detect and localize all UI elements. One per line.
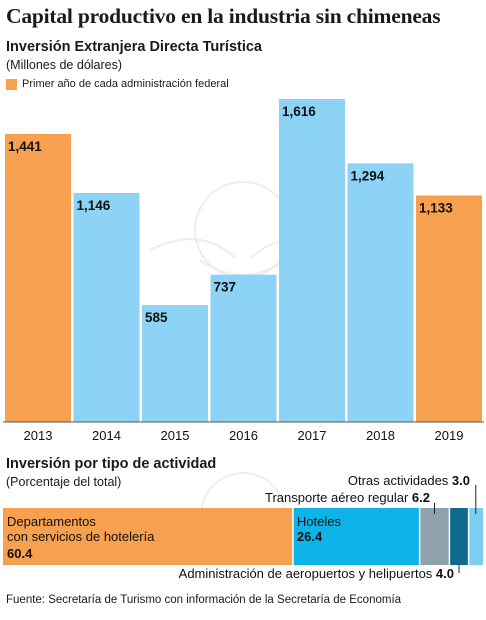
page-title: Capital productivo en la industria sin c…: [6, 4, 441, 28]
stack-segment-0: [3, 508, 293, 565]
x-tick-label: 2018: [366, 428, 395, 443]
callout-label: Otras actividades 3.0: [348, 473, 470, 488]
legend-label: Primer año de cada administración federa…: [22, 78, 229, 90]
bar-value-label: 1,146: [77, 198, 111, 213]
bar-2019: [416, 195, 482, 422]
x-tick-label: 2015: [161, 428, 190, 443]
bar-chart-title: Inversión Extranjera Directa Turística: [6, 39, 263, 55]
stack-segment-4: [468, 508, 483, 565]
segment-value: 60.4: [7, 546, 33, 561]
bar-value-label: 737: [214, 280, 237, 295]
legend-swatch: [6, 78, 17, 90]
stack-segment-1: [292, 508, 420, 565]
stack-segment-3: [449, 508, 469, 565]
stack-segment-2: [419, 508, 450, 565]
bar-2016: [210, 274, 277, 422]
bar-2015: [142, 305, 208, 422]
segment-label: Hoteles: [297, 514, 342, 529]
bar-value-label: 1,441: [8, 139, 42, 154]
bar-2013: [5, 133, 71, 423]
bar-value-label: 585: [145, 310, 168, 325]
bar-2018: [347, 163, 414, 422]
callout-label: Administración de aeropuertos y helipuer…: [179, 566, 454, 581]
x-tick-label: 2019: [435, 428, 464, 443]
stacked-chart-unit: (Porcentaje del total): [6, 475, 122, 489]
segment-value: 26.4: [297, 529, 323, 544]
segment-label: Departamentos: [7, 514, 96, 529]
bar-value-label: 1,616: [282, 104, 316, 119]
segment-label: con servicios de hotelería: [7, 529, 155, 544]
x-tick-label: 2014: [92, 428, 121, 443]
bar-chart-legend: Primer año de cada administración federa…: [6, 78, 229, 90]
bar-value-label: 1,294: [351, 168, 385, 183]
bar-chart-unit: (Millones de dólares): [6, 58, 123, 72]
stacked-chart-title: Inversión por tipo de actividad: [6, 456, 217, 472]
x-tick-label: 2016: [229, 428, 258, 443]
source-note: Fuente: Secretaría de Turismo con inform…: [6, 594, 402, 606]
bar-value-label: 1,133: [419, 201, 453, 216]
callout-label: Transporte aéreo regular 6.2: [265, 490, 430, 505]
bar-2017: [279, 99, 345, 422]
x-tick-label: 2013: [24, 428, 53, 443]
bar-2014: [73, 192, 140, 422]
x-tick-label: 2017: [298, 428, 327, 443]
